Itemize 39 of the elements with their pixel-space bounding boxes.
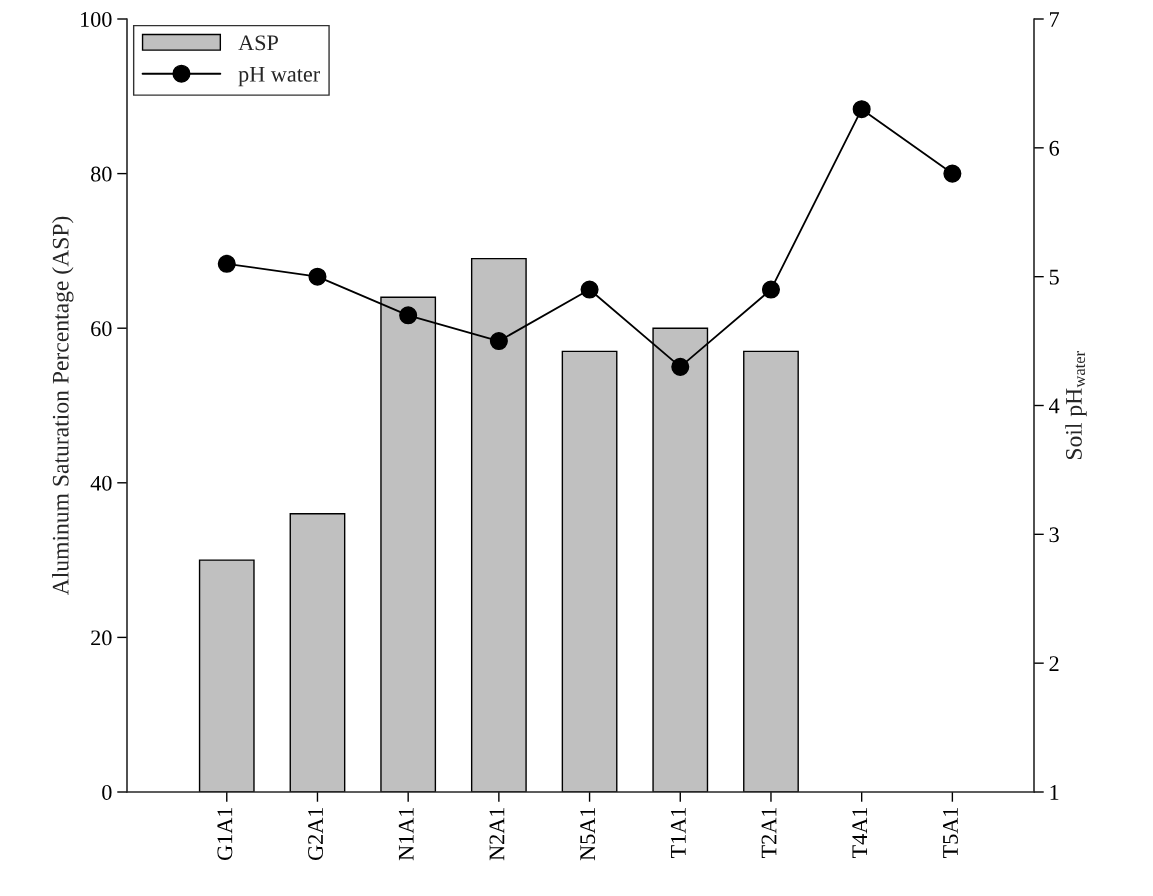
- x-tick-label: T5A1: [943, 807, 958, 859]
- legend-label: ASP: [238, 35, 278, 51]
- y2-tick-label: 6: [1049, 140, 1060, 156]
- y2-tick-label: 1: [1050, 785, 1059, 800]
- y2-tick-label: 2: [1049, 656, 1059, 671]
- bar: [743, 350, 799, 792]
- bar: [198, 559, 255, 792]
- y-tick-label: 40: [90, 475, 112, 491]
- y-axis-title: Aluminum Saturation Percentage (ASP): [52, 216, 74, 596]
- y-tick-label: 60: [91, 321, 112, 337]
- legend-label: pH water: [238, 66, 320, 87]
- y-tick-label: 100: [81, 11, 112, 27]
- x-tick-label: N5A1: [580, 807, 596, 861]
- y2-axis-title: Soil pH$_{water}$: [1065, 351, 1087, 460]
- y2-tick-label: 7: [1050, 12, 1060, 27]
- x-tick-label: G2A1: [308, 807, 324, 860]
- bar: [289, 513, 346, 792]
- x-tick-label: G1A1: [217, 807, 233, 860]
- y2-tick-label: 5: [1049, 269, 1059, 285]
- point: [671, 357, 690, 376]
- point: [580, 280, 599, 299]
- x-tick-label: N2A1: [489, 807, 505, 861]
- y-tick-label: 80: [91, 166, 112, 182]
- bar: [561, 350, 618, 792]
- y2-tick-label: 3: [1049, 527, 1059, 543]
- point: [308, 267, 327, 286]
- y-tick-label: 0: [102, 784, 112, 800]
- y2-tick-label: 4: [1049, 398, 1060, 414]
- point: [852, 100, 871, 119]
- y-tick-label: 20: [91, 630, 112, 646]
- x-tick-label: T2A1: [761, 807, 777, 859]
- point: [217, 254, 236, 273]
- point: [489, 332, 508, 351]
- x-tick-label: T1A1: [670, 807, 686, 859]
- x-tick-label: N1A1: [398, 807, 414, 861]
- point: [761, 280, 780, 299]
- point: [943, 164, 962, 183]
- point: [399, 306, 418, 325]
- x-tick-label: T4A1: [852, 807, 868, 859]
